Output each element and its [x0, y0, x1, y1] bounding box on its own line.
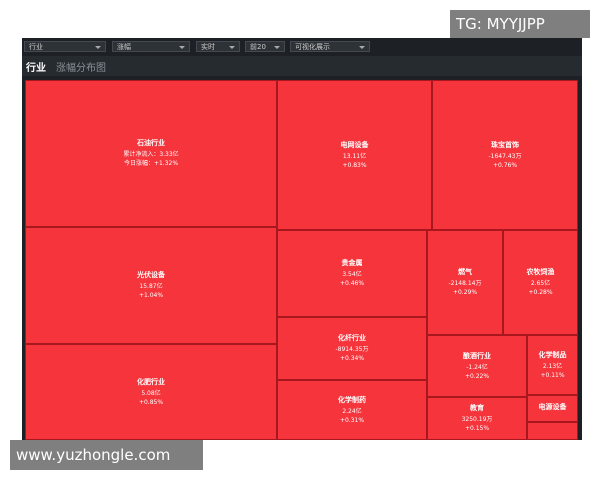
tab[interactable]: 行业: [26, 63, 46, 74]
tile-text: 2.65亿: [530, 280, 551, 287]
tile-name: 贵金属: [341, 259, 363, 267]
tile-text: 2.24亿: [342, 407, 362, 415]
dropdown[interactable]: 可视化展示: [290, 41, 370, 52]
dropdown[interactable]: 涨幅: [112, 41, 190, 52]
tile-text: +0.34%: [339, 355, 365, 362]
watermark: www.yuzhongle.com: [10, 440, 203, 470]
tile-name: 酿酒行业: [463, 351, 491, 360]
tile-text: +0.46%: [339, 280, 365, 287]
tile[interactable]: 电源设备: [527, 395, 578, 422]
tile-text: +0.83%: [342, 161, 367, 169]
tile-text: 13.11亿: [342, 152, 367, 160]
dropdown[interactable]: 实时: [196, 41, 240, 52]
tile[interactable]: [527, 422, 578, 440]
tile-text: -2148.14万: [448, 280, 482, 287]
tile-name: 石油行业: [137, 139, 165, 147]
tile-name: 电源设备: [538, 403, 567, 411]
tile-text: +1.04%: [138, 292, 164, 299]
tile[interactable]: 酿酒行业 -1.24亿 +0.22%: [427, 335, 527, 397]
tile[interactable]: 珠宝首饰 -1647.43万 +0.76%: [432, 80, 578, 230]
tile-text: 3.54亿: [342, 271, 362, 278]
tile-name: 化学制品: [538, 350, 567, 359]
tile-name: 燃气: [458, 268, 472, 276]
tile[interactable]: 石油行业累计净流入：3.33亿 今日涨幅：+1.32%: [25, 80, 277, 227]
tile-text: +0.85%: [138, 398, 164, 406]
tile-text: -1647.43万: [488, 152, 522, 160]
tile-text: +0.28%: [528, 289, 553, 296]
tile-text: +0.29%: [452, 289, 478, 296]
tab[interactable]: 涨幅分布图: [56, 63, 106, 74]
tile-name: 珠宝首饰: [491, 140, 519, 149]
tile[interactable]: 贵金属 3.54亿 +0.46%: [277, 230, 427, 317]
tile-text: -1.24亿: [466, 363, 488, 371]
tile-text: 2.13亿: [542, 362, 563, 370]
tile-name: 农牧饲渔: [526, 268, 555, 276]
dropdown[interactable]: 行业: [24, 41, 106, 52]
tile-text: 15.87亿: [139, 283, 163, 290]
tile-text: 3250.19万: [461, 416, 493, 423]
tile-text: +0.22%: [464, 372, 490, 380]
tile-name: 电网设备: [340, 140, 369, 149]
tile-text: 5.08亿: [141, 389, 161, 397]
tile-name: 化学制药: [338, 395, 366, 404]
tile[interactable]: 燃气 -2148.14万 +0.29%: [427, 230, 503, 335]
tile-name: 化纤行业: [338, 334, 366, 342]
tile-name: 化肥行业: [137, 377, 165, 386]
tile[interactable]: 光伏设备 15.87亿 +1.04%: [25, 227, 277, 344]
tile-text: +0.31%: [339, 416, 365, 424]
tile[interactable]: 化学制药 2.24亿 +0.31%: [277, 380, 427, 440]
tile[interactable]: 农牧饲渔 2.65亿 +0.28%: [503, 230, 578, 335]
tile[interactable]: 电网设备 13.11亿 +0.83%: [277, 80, 432, 230]
tile-text: +0.76%: [492, 161, 518, 169]
tile-name: 教育: [470, 404, 484, 412]
tile[interactable]: 教育 3250.19万 +0.15%: [427, 397, 527, 440]
tile-text: 累计净流入：3.33亿: [123, 151, 179, 158]
tile-text: -8914.35万: [335, 346, 369, 353]
tile-text: +0.11%: [540, 371, 565, 379]
tile[interactable]: 化学制品 2.13亿 +0.11%: [527, 335, 578, 395]
tile-text: 今日涨幅：+1.32%: [123, 160, 179, 167]
tile-name: 光伏设备: [137, 271, 165, 279]
dropdown[interactable]: 前20: [245, 41, 285, 52]
tab-bar: [22, 56, 582, 76]
tile[interactable]: 化纤行业 -8914.35万 +0.34%: [277, 317, 427, 380]
tile-text: +0.15%: [464, 425, 490, 432]
watermark: TG: MYYJJPP: [450, 10, 590, 38]
tile[interactable]: 化肥行业 5.08亿 +0.85%: [25, 344, 277, 440]
